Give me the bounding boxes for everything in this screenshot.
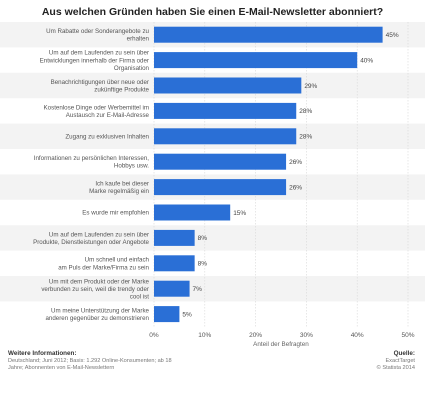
data-label: 29%	[304, 83, 317, 90]
category-label: Um auf dem Laufenden zu sein über Produkt…	[33, 231, 149, 246]
data-label: 8%	[198, 261, 208, 268]
footer-source-heading: Quelle:	[393, 350, 415, 357]
x-tick-label: 20%	[249, 332, 262, 339]
bar	[154, 280, 190, 297]
data-label: 26%	[289, 159, 302, 166]
bar	[154, 229, 195, 246]
footer-source: Quelle: ExactTarget © Statista 2014	[377, 350, 415, 372]
footer-info-line: Jahre; Abonnenten von E-Mail-Newslettern	[8, 365, 115, 372]
chart-title: Aus welchen Gründen haben Sie einen E-Ma…	[41, 6, 384, 18]
x-tick-label: 0%	[149, 332, 159, 339]
footer-source-line: ExactTarget	[385, 358, 415, 364]
data-label: 26%	[289, 184, 302, 191]
category-label: Um schnell und einfach am Puls der Marke/…	[58, 257, 149, 272]
bar	[154, 26, 383, 43]
data-label: 15%	[233, 210, 246, 217]
bar	[154, 77, 302, 94]
data-label: 40%	[360, 57, 373, 64]
category-label: Ich kaufe bei dieser Marke regelmäßig ein	[89, 181, 149, 196]
data-label: 5%	[182, 311, 192, 318]
data-label: 28%	[299, 108, 312, 115]
category-label: Um mit dem Produkt oder der Marke verbund…	[41, 278, 149, 300]
bar	[154, 52, 358, 69]
data-label: 28%	[299, 134, 312, 141]
category-label: Kostenlose Dinge oder Werbemittel im Aust…	[44, 104, 150, 119]
data-label: 8%	[198, 235, 208, 242]
footer-info-heading: Weitere Informationen:	[8, 350, 77, 357]
x-tick-label: 50%	[401, 332, 414, 339]
bar	[154, 204, 231, 221]
bar	[154, 102, 297, 119]
category-label: Informationen zu persönlichen Interessen…	[34, 155, 150, 170]
bar	[154, 153, 287, 170]
data-label: 7%	[193, 286, 203, 293]
x-tick-label: 30%	[300, 332, 313, 339]
footer-source-line: © Statista 2014	[376, 365, 415, 372]
footer-info: Weitere Informationen: Deutschland; Juni…	[8, 350, 248, 372]
bar	[154, 179, 287, 196]
x-tick-label: 10%	[198, 332, 211, 339]
category-label: Um auf dem Laufenden zu sein über Entwick…	[40, 50, 150, 72]
row-band	[0, 276, 425, 302]
data-label: 45%	[386, 32, 399, 39]
category-label: Es wurde mir empfohlen	[82, 210, 149, 217]
category-label: Um Rabatte oder Sonderangebote zu erhalte…	[46, 28, 149, 43]
x-axis-title: Anteil der Befragten	[253, 341, 309, 348]
row-band	[0, 225, 425, 251]
category-label: Um meine Unterstützung der Marke anderen …	[45, 308, 149, 323]
bar	[154, 128, 297, 145]
bar	[154, 306, 180, 323]
category-label: Benachrichtigungen über neue oder zukünft…	[51, 79, 150, 94]
category-label: Zugang zu exklusiven Inhalten	[65, 134, 149, 141]
x-tick-label: 40%	[351, 332, 364, 339]
footer-info-line: Deutschland; Juni 2012; Basis: 1.292 Onl…	[8, 358, 172, 364]
bar	[154, 255, 195, 272]
